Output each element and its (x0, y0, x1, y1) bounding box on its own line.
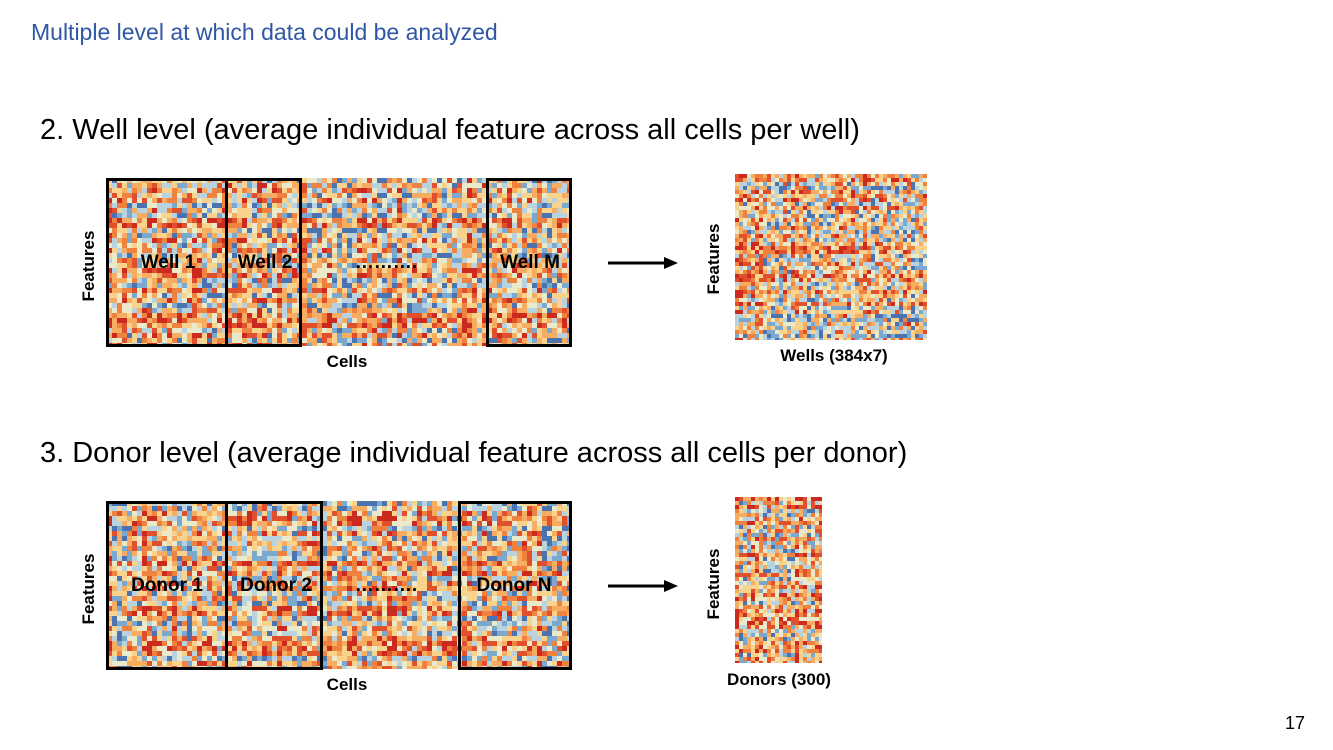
page-number: 17 (1284, 713, 1305, 733)
wells-result-axis-label: Wells (384x7) (780, 346, 888, 365)
donor-features-axis-label: Features (79, 553, 98, 625)
well-right-arrow-icon (608, 257, 678, 269)
well-m-label: Well M (500, 252, 560, 273)
well-2-label: Well 2 (237, 252, 293, 273)
well-1-label: Well 1 (140, 252, 196, 273)
well-level-heading: 2. Well level (average individual featur… (40, 114, 860, 146)
well-2-box (225, 178, 302, 347)
donor-n-label: Donor N (476, 575, 552, 596)
donor-level-heading: 3. Donor level (average individual featu… (40, 437, 908, 469)
well-m-box (486, 178, 572, 347)
wells-result-heatmap (735, 174, 927, 340)
donors-result-features-axis-label: Features (704, 548, 723, 620)
donor-right-arrow-icon (608, 580, 678, 592)
cells-heatmap-well (107, 178, 571, 346)
well-features-axis-label: Features (79, 230, 98, 302)
donor-2-label: Donor 2 (240, 575, 312, 596)
donor-ellipsis: ………. (354, 575, 418, 596)
donor-2-box (225, 501, 323, 670)
donor-1-label: Donor 1 (131, 575, 203, 596)
well-ellipsis: ………. (354, 252, 418, 273)
donors-result-heatmap (735, 497, 822, 663)
donor-n-box (458, 501, 572, 670)
donors-result-axis-label: Donors (300) (727, 670, 831, 689)
page-title: Multiple level at which data could be an… (31, 19, 498, 45)
well-cells-axis-label: Cells (326, 352, 368, 371)
donor-cells-axis-label: Cells (326, 675, 368, 694)
wells-result-features-axis-label: Features (704, 223, 723, 295)
